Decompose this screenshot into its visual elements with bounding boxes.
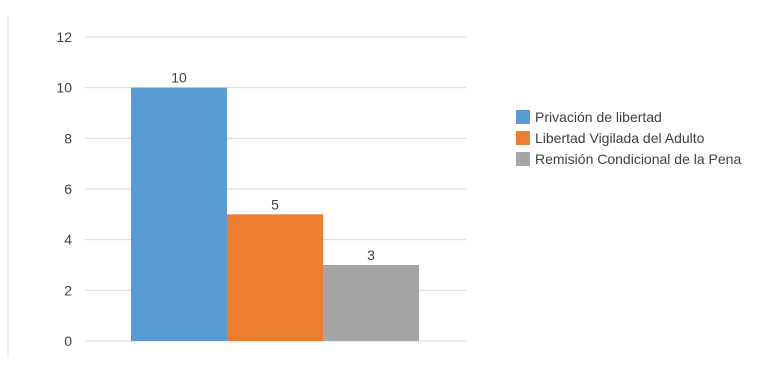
y-tick-label: 4 xyxy=(64,232,72,248)
bar xyxy=(227,214,323,341)
data-label: 10 xyxy=(171,70,187,86)
y-tick-label: 6 xyxy=(64,181,72,197)
y-axis-ticks: 0 2 4 6 8 10 12 xyxy=(56,29,72,349)
data-label: 3 xyxy=(367,247,375,263)
y-tick-label: 10 xyxy=(56,80,72,96)
bar xyxy=(323,265,419,341)
legend-swatch xyxy=(516,109,530,124)
legend-item-privacion: Privación de libertad xyxy=(516,106,741,127)
data-labels: 10 5 3 xyxy=(171,70,375,263)
y-tick-label: 12 xyxy=(56,29,72,45)
data-label: 5 xyxy=(271,196,279,212)
legend-item-remision: Remisión Condicional de la Pena xyxy=(516,148,741,169)
legend-label: Privación de libertad xyxy=(535,108,662,125)
legend-label: Libertad Vigilada del Adulto xyxy=(535,129,705,146)
legend-item-libertad-vigilada: Libertad Vigilada del Adulto xyxy=(516,127,741,148)
legend-label: Remisión Condicional de la Pena xyxy=(535,150,742,167)
y-tick-label: 8 xyxy=(64,130,72,146)
legend-swatch xyxy=(516,130,530,145)
legend: Privación de libertad Libertad Vigilada … xyxy=(516,106,741,169)
bar xyxy=(131,87,227,342)
bars xyxy=(131,87,419,342)
legend-swatch xyxy=(516,151,530,166)
y-tick-label: 0 xyxy=(64,333,72,349)
y-tick-label: 2 xyxy=(64,282,72,298)
